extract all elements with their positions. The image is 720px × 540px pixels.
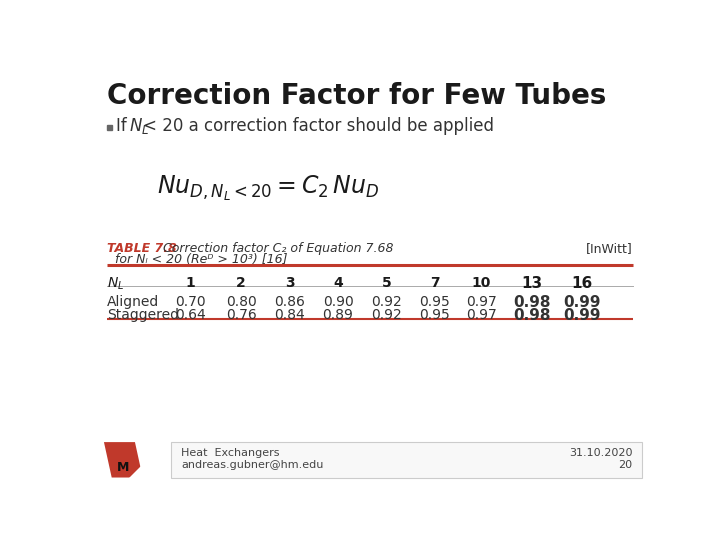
Text: 0.86: 0.86 bbox=[274, 295, 305, 309]
Text: 0.99: 0.99 bbox=[563, 295, 601, 310]
Text: 4: 4 bbox=[333, 276, 343, 290]
Text: 0.95: 0.95 bbox=[420, 295, 450, 309]
Text: Staggered: Staggered bbox=[107, 308, 179, 322]
Text: [InWitt]: [InWitt] bbox=[586, 242, 632, 255]
Text: Correction factor C₂ of Equation 7.68: Correction factor C₂ of Equation 7.68 bbox=[163, 242, 393, 255]
Text: M: M bbox=[117, 462, 130, 475]
Text: 31.10.2020: 31.10.2020 bbox=[569, 448, 632, 458]
Text: 7: 7 bbox=[430, 276, 440, 290]
Text: Heat  Exchangers: Heat Exchangers bbox=[181, 448, 280, 458]
Text: 10: 10 bbox=[472, 276, 491, 290]
Text: for Nₗ < 20 (Reᴰ > 10³) [16]: for Nₗ < 20 (Reᴰ > 10³) [16] bbox=[114, 253, 287, 266]
Text: $N_L$: $N_L$ bbox=[129, 117, 149, 137]
Text: 0.99: 0.99 bbox=[563, 308, 601, 323]
Text: 0.95: 0.95 bbox=[420, 308, 450, 322]
Text: TABLE 7.8: TABLE 7.8 bbox=[107, 242, 177, 255]
Polygon shape bbox=[129, 464, 143, 477]
Polygon shape bbox=[104, 442, 143, 477]
Text: 2: 2 bbox=[236, 276, 246, 290]
Text: 0.92: 0.92 bbox=[372, 308, 402, 322]
Text: 5: 5 bbox=[382, 276, 392, 290]
Text: 0.90: 0.90 bbox=[323, 295, 354, 309]
Text: 13: 13 bbox=[521, 276, 542, 291]
Text: 0.92: 0.92 bbox=[372, 295, 402, 309]
Text: $N_L$: $N_L$ bbox=[107, 276, 125, 292]
Text: 0.97: 0.97 bbox=[466, 295, 497, 309]
Text: 20: 20 bbox=[618, 460, 632, 470]
Bar bbox=[107, 125, 112, 130]
Text: < 20 a correction factor should be applied: < 20 a correction factor should be appli… bbox=[143, 117, 495, 136]
Text: 3: 3 bbox=[285, 276, 294, 290]
Text: 0.64: 0.64 bbox=[176, 308, 206, 322]
Text: 0.80: 0.80 bbox=[226, 295, 256, 309]
Text: 0.76: 0.76 bbox=[226, 308, 256, 322]
Text: 0.98: 0.98 bbox=[513, 308, 551, 323]
Text: 16: 16 bbox=[572, 276, 593, 291]
Text: Aligned: Aligned bbox=[107, 295, 159, 309]
Text: If: If bbox=[117, 117, 132, 136]
Text: 0.98: 0.98 bbox=[513, 295, 551, 310]
FancyBboxPatch shape bbox=[171, 442, 642, 477]
Text: $Nu_{D,N_L{<}20} = C_2\,Nu_D$: $Nu_{D,N_L{<}20} = C_2\,Nu_D$ bbox=[157, 173, 379, 202]
Text: 0.84: 0.84 bbox=[274, 308, 305, 322]
Text: 0.89: 0.89 bbox=[323, 308, 354, 322]
Text: 0.97: 0.97 bbox=[466, 308, 497, 322]
Text: Correction Factor for Few Tubes: Correction Factor for Few Tubes bbox=[107, 82, 606, 110]
Text: 1: 1 bbox=[186, 276, 196, 290]
Text: andreas.gubner@hm.edu: andreas.gubner@hm.edu bbox=[181, 460, 324, 470]
Text: 0.70: 0.70 bbox=[176, 295, 206, 309]
